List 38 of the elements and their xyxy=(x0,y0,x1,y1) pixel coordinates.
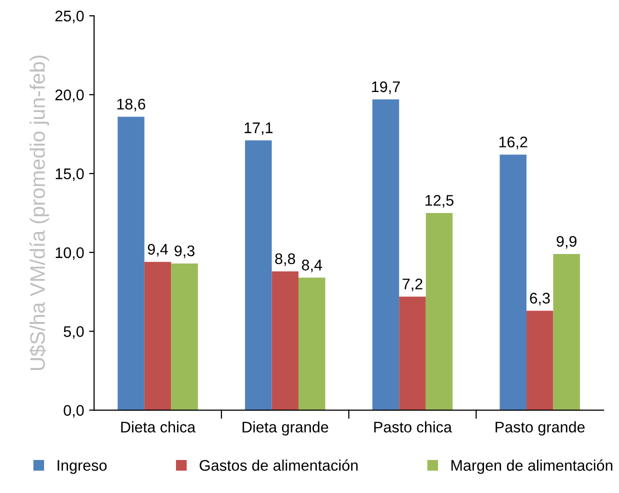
data-label: 8,8 xyxy=(275,253,296,266)
y-tick-label: 20,0 xyxy=(55,90,84,102)
y-tick-label: 10,0 xyxy=(56,247,84,260)
data-label: 9,9 xyxy=(556,236,576,249)
bar xyxy=(526,310,554,410)
legend-label: Ingreso xyxy=(58,460,107,474)
bar xyxy=(426,212,453,410)
bar xyxy=(372,99,400,410)
data-label: 9,3 xyxy=(174,245,194,258)
data-label: 16,2 xyxy=(499,136,528,150)
data-label: 8,4 xyxy=(302,260,322,272)
y-tick-label: 15,0 xyxy=(56,168,84,182)
x-tick-label: Pasto grande xyxy=(496,421,585,436)
y-tick-label: 5,0 xyxy=(64,326,84,339)
data-label: 19,7 xyxy=(372,81,400,94)
bar xyxy=(500,154,526,410)
bar xyxy=(118,116,144,410)
y-tick-label: 0,0 xyxy=(64,405,84,418)
bar xyxy=(171,263,198,410)
legend-label: Margen de alimentación xyxy=(451,459,612,474)
data-label: 6,3 xyxy=(530,292,550,306)
x-tick-label: Pasto chica xyxy=(374,421,452,433)
y-axis-title: U$S/ha VM/día (promedio jun-feb) xyxy=(29,56,50,370)
bar xyxy=(144,262,172,410)
bar xyxy=(399,296,426,410)
bar xyxy=(553,254,580,410)
bar xyxy=(298,278,326,410)
data-label: 18,6 xyxy=(117,98,146,112)
x-tick-label: Dieta grande xyxy=(242,421,328,436)
y-tick-label: 25,0 xyxy=(55,10,84,24)
bar xyxy=(245,140,272,410)
data-label: 12,5 xyxy=(426,194,454,208)
x-tick-label: Dieta chica xyxy=(121,421,196,433)
data-label: 9,4 xyxy=(148,244,168,256)
bar xyxy=(272,271,298,410)
legend-label: Gastos de alimentación xyxy=(200,459,358,471)
data-label: 17,1 xyxy=(244,122,273,136)
data-label: 7,2 xyxy=(402,278,422,292)
